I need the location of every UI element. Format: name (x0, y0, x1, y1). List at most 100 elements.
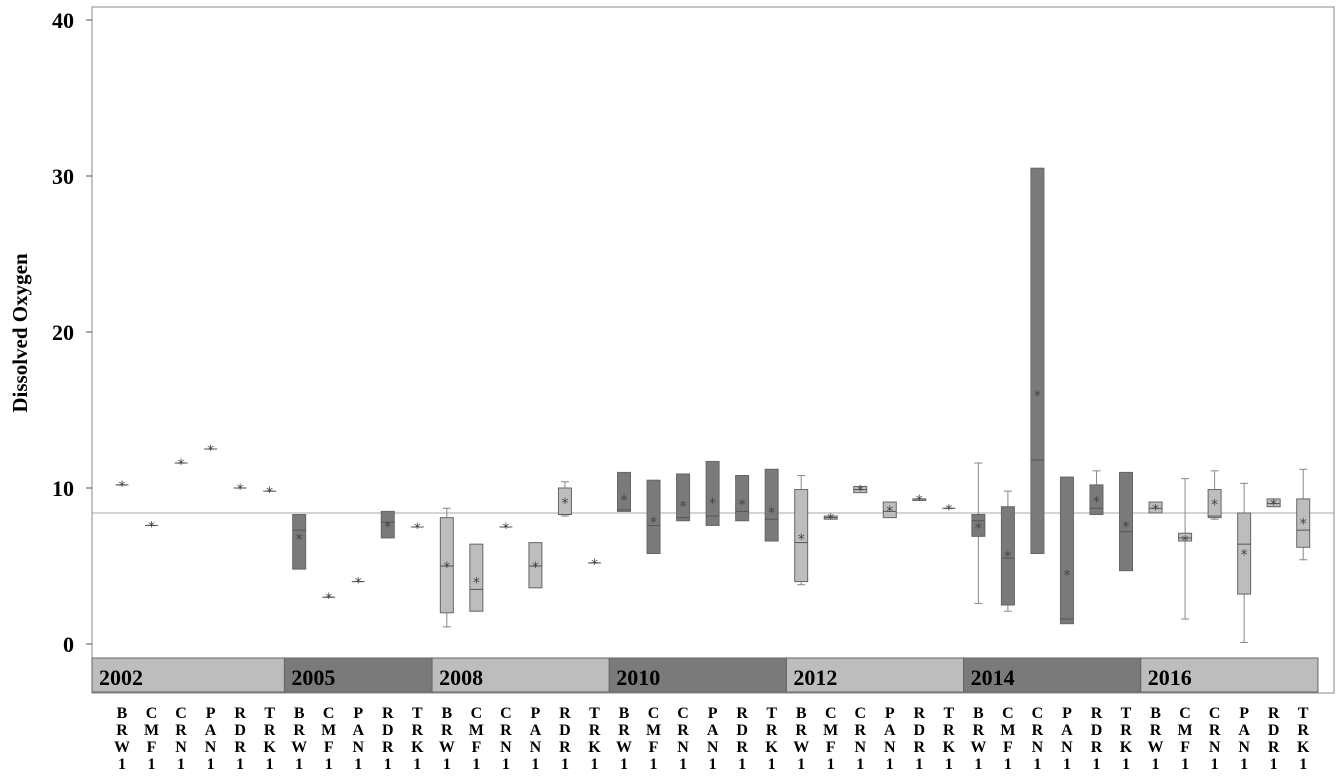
box-2016-CMF1: * (1178, 478, 1193, 620)
mean-marker: * (916, 493, 923, 509)
box-iqr (1296, 498, 1311, 548)
box-iqr (380, 510, 395, 539)
mean-marker: * (237, 482, 244, 498)
box-2008-PAN1: * (528, 542, 543, 589)
year-label-2008: 2008 (439, 665, 483, 690)
box-2002-CRN1: * (174, 457, 188, 473)
box-iqr (1207, 489, 1222, 519)
box-2005-CMF1: * (322, 591, 336, 607)
y-tick-label: 10 (52, 476, 74, 501)
year-label-2002: 2002 (99, 665, 143, 690)
mean-marker: * (621, 493, 628, 509)
box-2008-RDR1: * (557, 481, 572, 517)
box-2005-TRK1: * (410, 521, 424, 537)
mean-marker: * (857, 484, 864, 500)
mean-marker: * (1004, 549, 1011, 565)
y-tick-label: 0 (63, 632, 74, 657)
box-2005-RDR1: * (380, 510, 395, 539)
mean-marker: * (384, 519, 391, 535)
box-2014-CMF1: * (1000, 490, 1015, 612)
mean-marker: * (768, 505, 775, 521)
box-2012-RDR1: * (912, 493, 927, 509)
box-2010-PAN1: * (705, 460, 720, 526)
box-2002-PAN1: * (204, 443, 218, 459)
box-2014-PAN1: * (1059, 476, 1074, 625)
box-iqr (1030, 167, 1045, 555)
box-2014-BRW1: * (971, 462, 986, 604)
year-label-2010: 2010 (616, 665, 660, 690)
year-label-2016: 2016 (1148, 665, 1192, 690)
mean-marker: * (680, 499, 687, 515)
box-2016-BRW1: * (1148, 501, 1163, 518)
box-iqr (676, 473, 691, 522)
box-iqr (764, 468, 779, 542)
box-2002-TRK1: * (263, 485, 277, 501)
box-iqr (971, 514, 986, 537)
box-2002-BRW1: * (115, 479, 129, 495)
box-2016-RDR1: * (1266, 498, 1281, 514)
mean-marker: * (1123, 519, 1130, 535)
box-2010-BRW1: * (617, 471, 632, 512)
y-tick-label: 40 (52, 8, 74, 33)
box-iqr (1148, 501, 1163, 514)
box-iqr (1000, 506, 1015, 606)
box-iqr (439, 517, 454, 614)
mean-marker: * (886, 504, 893, 520)
box-iqr (1237, 512, 1252, 595)
mean-marker: * (414, 521, 421, 537)
y-tick-label: 20 (52, 320, 74, 345)
year-label-2005: 2005 (291, 665, 335, 690)
mean-marker: * (1241, 548, 1248, 564)
box-iqr (1266, 498, 1281, 508)
mean-marker: * (650, 515, 657, 531)
box-2012-TRK1: * (942, 502, 956, 518)
mean-marker: * (975, 521, 982, 537)
mean-marker: * (739, 498, 746, 514)
box-iqr (705, 460, 720, 526)
box-2005-BRW1: * (292, 514, 307, 570)
mean-marker: * (798, 532, 805, 548)
mean-marker: * (1152, 502, 1159, 518)
box-2014-RDR1: * (1089, 470, 1104, 516)
box-2014-TRK1: * (1119, 471, 1134, 572)
box-2016-TRK1: * (1296, 468, 1311, 561)
mean-marker: * (561, 496, 568, 512)
mean-marker: * (325, 591, 332, 607)
box-iqr (794, 489, 809, 583)
box-2005-PAN1: * (351, 576, 365, 592)
year-band-2016 (1140, 657, 1319, 693)
plot-frame (91, 6, 1335, 694)
y-axis-label: Dissolved Oxygen (8, 253, 32, 413)
mean-marker: * (502, 521, 509, 537)
mean-marker: * (709, 496, 716, 512)
